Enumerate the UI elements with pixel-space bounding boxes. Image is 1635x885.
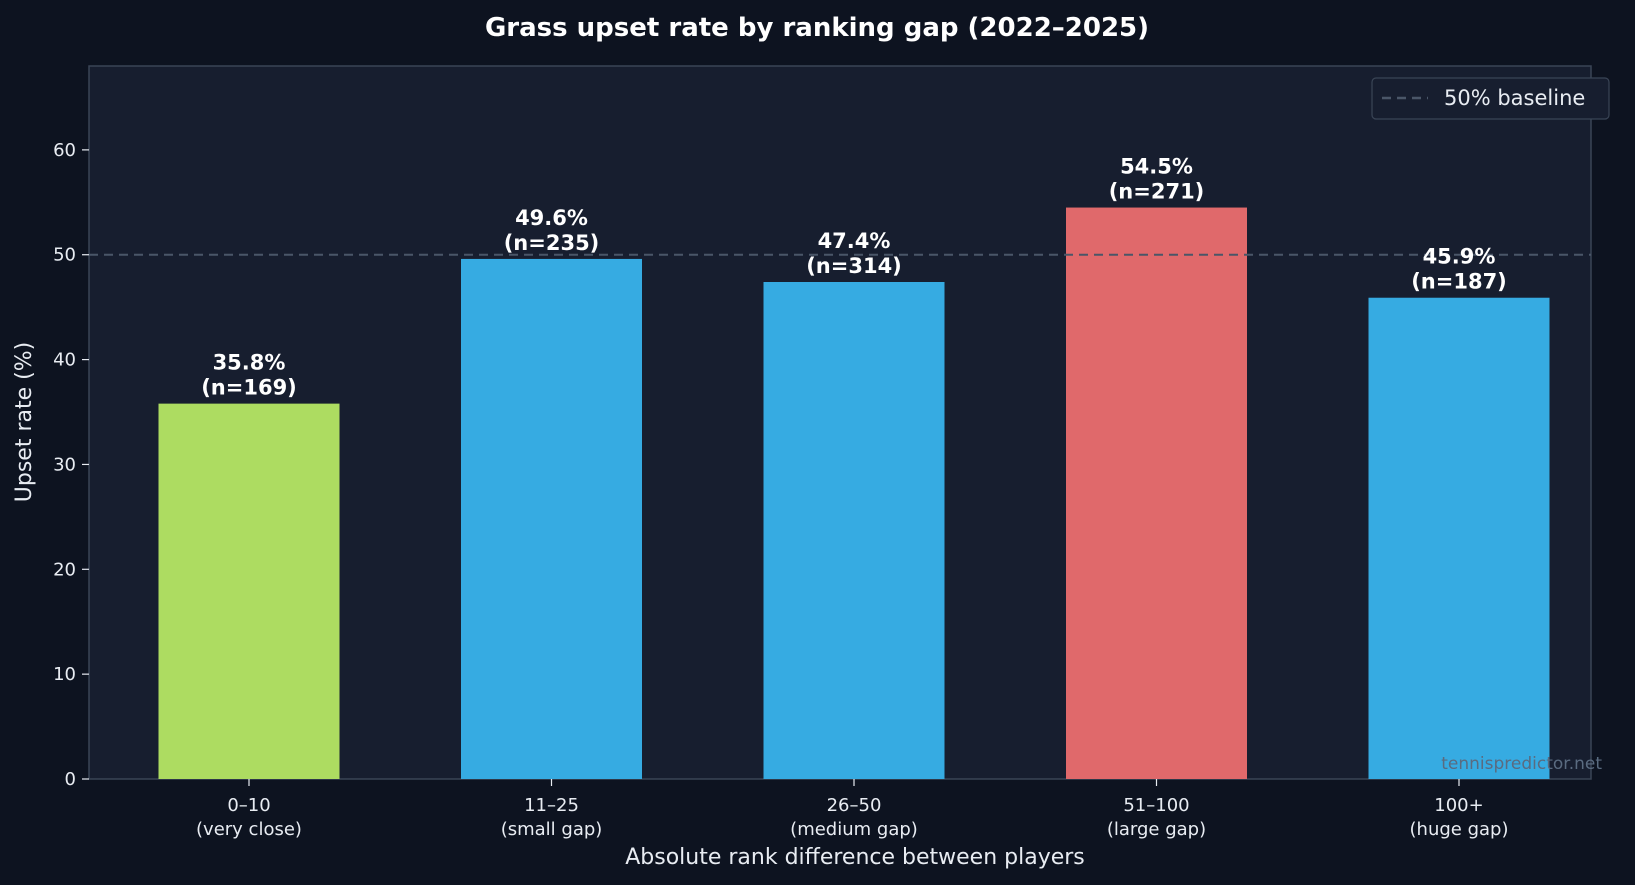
x-tick-sublabel: (huge gap): [1410, 819, 1509, 840]
x-tick-label: 11–25: [524, 795, 579, 816]
bar-value-label: 35.8%: [213, 351, 286, 375]
x-tick-sublabel: (very close): [196, 819, 302, 840]
bar: [1066, 207, 1247, 780]
y-tick-label: 20: [53, 559, 76, 580]
bar-series: [158, 207, 1550, 780]
bar-count-label: (n=169): [201, 376, 297, 400]
x-axis: 0–10 (very close) 11–25 (small gap) 26–50 (me…: [196, 779, 1508, 840]
y-tick-label: 60: [53, 140, 76, 161]
legend: 50% baseline: [1371, 77, 1610, 120]
bar: [763, 281, 945, 779]
watermark-text: tennispredictor.net: [1441, 754, 1602, 774]
bar-value-label: 45.9%: [1423, 245, 1496, 269]
x-tick-label: 26–50: [827, 795, 882, 816]
y-axis-title: Upset rate (%): [12, 342, 37, 502]
chart-title: Grass upset rate by ranking gap (2022–20…: [485, 13, 1149, 43]
y-tick-label: 50: [53, 245, 76, 266]
bar-value-label: 54.5%: [1120, 155, 1193, 179]
bar-value-label: 47.4%: [818, 229, 891, 253]
bar-count-label: (n=187): [1411, 270, 1507, 294]
x-tick-label: 100+: [1434, 795, 1483, 816]
bar: [1368, 297, 1550, 779]
y-tick-label: 10: [53, 664, 76, 685]
bar-data-labels: 35.8%(n=169) 49.6%(n=235) 47.4%(n=314) 54.5…: [201, 155, 1507, 400]
bar-value-label: 49.6%: [515, 206, 588, 230]
y-tick-label: 40: [53, 350, 76, 371]
y-tick-label: 0: [65, 769, 76, 790]
x-axis-title: Absolute rank difference between players: [625, 845, 1085, 870]
y-axis: 0 10 20 30 40 50 60: [53, 140, 89, 790]
x-tick-label: 51–100: [1123, 795, 1189, 816]
bar: [158, 403, 340, 779]
legend-label-baseline: 50% baseline: [1444, 86, 1585, 110]
x-tick-sublabel: (medium gap): [790, 819, 918, 840]
x-tick-sublabel: (small gap): [501, 819, 603, 840]
bar-count-label: (n=271): [1109, 180, 1205, 204]
bar-count-label: (n=314): [806, 254, 902, 278]
bar-count-label: (n=235): [504, 231, 600, 255]
x-tick-label: 0–10: [227, 795, 270, 816]
legend-box: [1371, 77, 1610, 120]
y-tick-label: 30: [53, 454, 76, 475]
bar: [461, 258, 642, 779]
x-tick-sublabel: (large gap): [1107, 819, 1206, 840]
